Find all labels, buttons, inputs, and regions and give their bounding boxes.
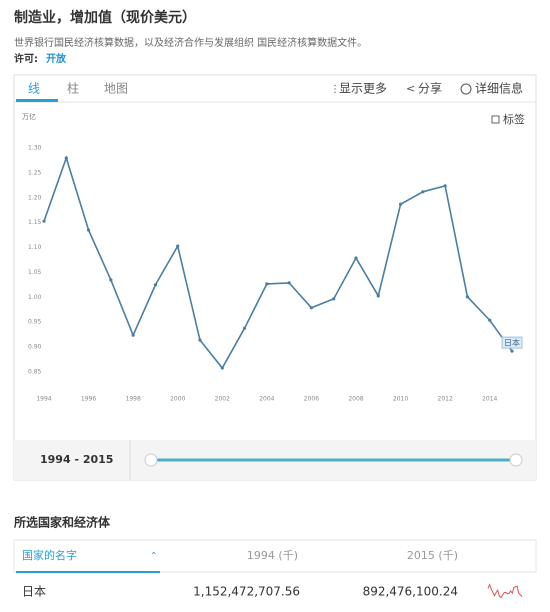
active-tab-underline	[16, 99, 58, 102]
table-header	[13, 539, 537, 573]
table-cell: 1,152,472,707.56	[193, 585, 300, 599]
data-point	[354, 256, 358, 260]
data-point	[421, 190, 425, 194]
sort-icon[interactable]: ⌃	[150, 552, 158, 562]
x-tick-label: 2010	[393, 396, 408, 403]
table-cell: 892,476,100.24	[363, 585, 458, 599]
checkbox[interactable]	[491, 115, 500, 124]
x-tick-label: 2008	[348, 396, 363, 403]
info-icon	[460, 83, 472, 95]
column-header[interactable]: 1994 (千)	[247, 549, 298, 562]
y-tick-label: 0.90	[28, 344, 42, 351]
sparkline	[487, 583, 523, 599]
data-point	[398, 202, 403, 206]
data-point	[287, 281, 291, 285]
series-label: 日本	[504, 338, 520, 348]
x-tick-label: 2002	[215, 396, 230, 403]
series-label-box	[501, 336, 523, 349]
table-cell: 日本	[22, 585, 46, 599]
y-axis-label: 万亿	[22, 112, 36, 121]
data-point	[488, 318, 492, 322]
more-icon: ⋮	[330, 84, 340, 95]
series-line	[43, 155, 513, 370]
x-tick-label: 2006	[304, 396, 319, 403]
action-button[interactable]: 分享	[418, 81, 442, 96]
y-tick-label: 0.95	[28, 319, 42, 326]
x-tick-label: 1996	[81, 396, 96, 403]
data-point	[242, 326, 247, 330]
license-label: 许可:	[14, 52, 38, 65]
data-point	[376, 294, 380, 298]
range-handle[interactable]	[144, 453, 158, 467]
share-icon: <	[406, 82, 415, 95]
y-tick-label: 1.00	[28, 294, 42, 301]
x-tick-label: 1994	[36, 396, 51, 403]
page-title: 制造业，增加值（现价美元）	[14, 9, 196, 26]
y-tick-label: 1.15	[28, 219, 42, 226]
x-tick-label: 2000	[170, 396, 185, 403]
range-label: 1994 - 2015	[40, 453, 113, 466]
y-tick-label: 0.85	[28, 369, 42, 376]
y-tick-label: 1.25	[28, 169, 42, 176]
data-point	[510, 349, 514, 353]
y-tick-label: 1.10	[28, 244, 42, 251]
data-point	[309, 306, 314, 310]
data-point	[265, 282, 269, 286]
data-point	[131, 333, 135, 337]
data-point	[64, 156, 68, 160]
data-point	[443, 184, 447, 188]
tab[interactable]: 地图	[104, 82, 128, 96]
data-point	[86, 228, 91, 232]
data-point	[153, 283, 158, 287]
data-point	[109, 278, 113, 282]
chart-card	[13, 74, 537, 481]
data-point	[176, 244, 180, 248]
data-point	[198, 338, 202, 342]
column-header[interactable]: 国家的名字	[22, 548, 77, 562]
y-tick-label: 1.05	[28, 269, 42, 276]
labels-toggle[interactable]: 标签	[503, 112, 525, 126]
data-point	[42, 219, 46, 223]
range-handle[interactable]	[509, 453, 523, 467]
tab[interactable]: 柱	[67, 81, 79, 96]
x-tick-label: 2004	[259, 396, 274, 403]
action-button[interactable]: 显示更多	[339, 82, 387, 96]
data-point	[332, 297, 336, 301]
tab[interactable]: 线	[28, 82, 40, 96]
data-point	[220, 366, 224, 370]
action-button[interactable]: 详细信息	[475, 81, 523, 96]
y-tick-label: 1.30	[28, 145, 42, 152]
x-tick-label: 2014	[482, 396, 497, 403]
section-title: 所选国家和经济体	[14, 515, 111, 530]
data-point	[465, 295, 470, 299]
x-tick-label: 1998	[126, 396, 141, 403]
description: 世界银行国民经济核算数据，以及经济合作与发展组织 国民经济核算数据文件。	[14, 36, 367, 49]
y-tick-label: 1.20	[28, 194, 42, 201]
column-header[interactable]: 2015 (千)	[407, 549, 458, 562]
license-value[interactable]: 开放	[46, 52, 67, 65]
x-tick-label: 2012	[438, 396, 453, 403]
